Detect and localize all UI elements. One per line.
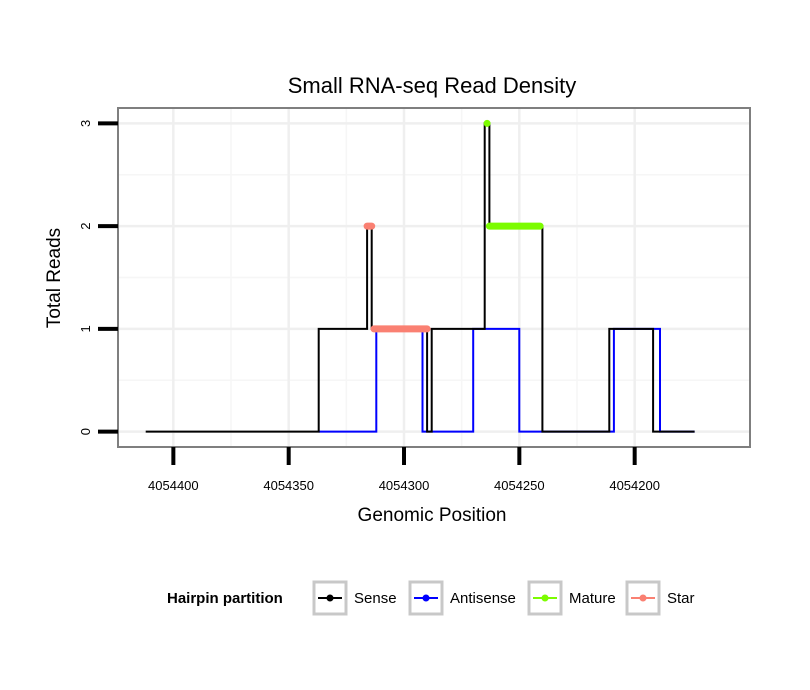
x-tick-label: 4054250 [494,478,545,493]
legend: Hairpin partition Sense Antisense Mature St… [167,580,695,616]
legend-label-sense: Sense [354,590,397,607]
series-star-line [363,222,431,333]
x-tick-label: 4054300 [379,478,430,493]
x-tick-label: 4054350 [263,478,314,493]
series-sense-line [145,122,695,433]
x-tick-label: 4054400 [148,478,199,493]
legend-label-antisense: Antisense [450,590,516,607]
y-tick-label: 0 [78,428,93,435]
x-axis-label: Genomic Position [358,505,507,526]
legend-title: Hairpin partition [167,590,283,607]
x-tick-label: 4054200 [609,478,660,493]
legend-dot-antisense [422,594,430,602]
legend-dot-mature [541,594,549,602]
axes: 4054400 4054350 4054300 4054250 4054200 0 1 2 3 [78,107,751,493]
chart-title: Small RNA-seq Read Density [288,73,577,98]
series-layer [145,119,695,433]
y-tick-label: 3 [78,120,93,127]
y-axis-label: Total Reads [44,228,65,328]
legend-label-star: Star [667,590,695,607]
legend-dot-star [639,594,647,602]
panel-border [117,107,751,448]
series-mature-line [483,119,544,230]
legend-label-mature: Mature [569,590,616,607]
y-tick-label: 2 [78,223,93,230]
y-tick-label: 1 [78,325,93,332]
legend-dot-sense [326,594,334,602]
